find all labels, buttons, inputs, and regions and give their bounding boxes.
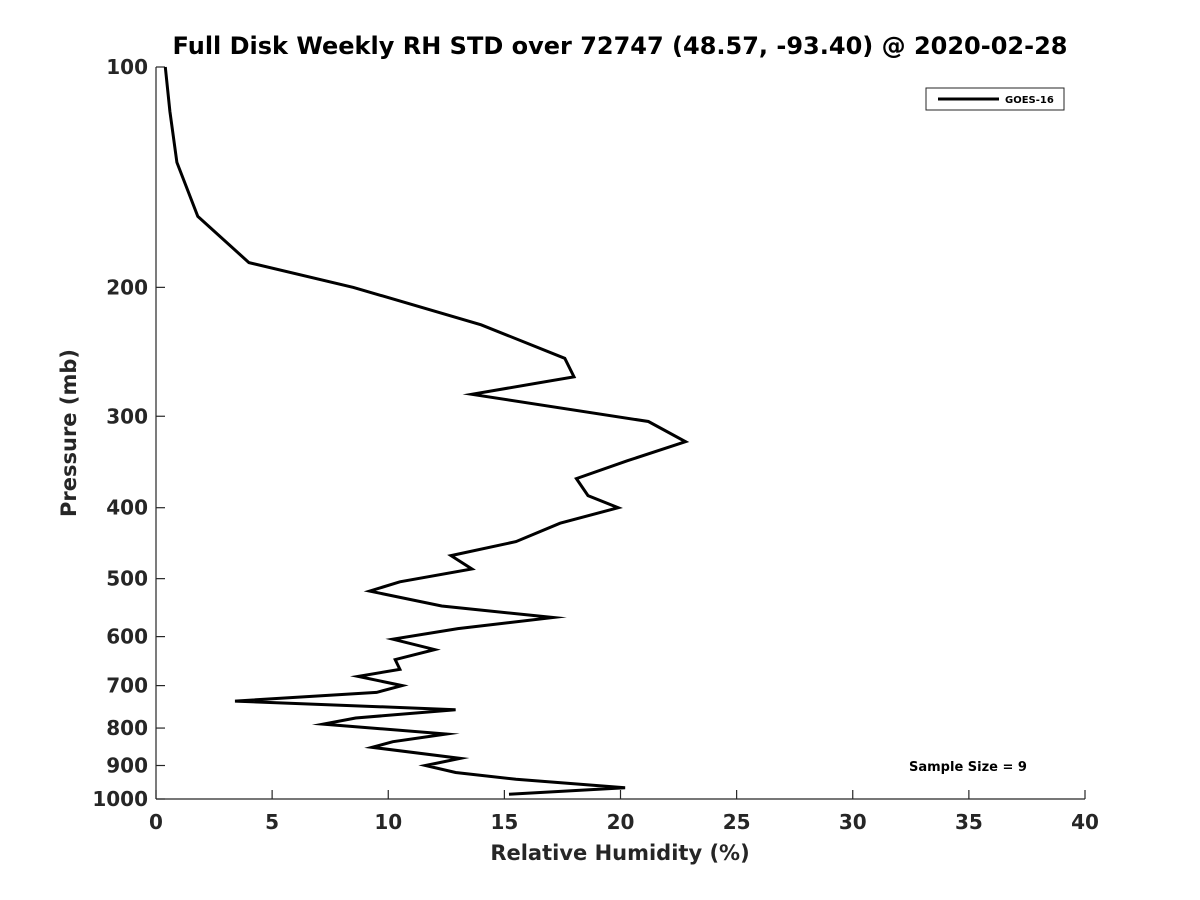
- y-tick-label-500: 500: [106, 567, 148, 591]
- y-tick-label-200: 200: [106, 275, 148, 299]
- y-tick-label-900: 900: [106, 754, 148, 778]
- sample-size-annotation: Sample Size = 9: [909, 760, 1027, 775]
- x-tick-label-35: 35: [955, 810, 983, 834]
- y-tick-label-100: 100: [106, 55, 148, 79]
- y-tick-label-700: 700: [106, 674, 148, 698]
- x-axis: 0 5 10 15 20 25 30 35 40: [149, 790, 1099, 834]
- y-tick-label-600: 600: [106, 625, 148, 649]
- plot-area: [156, 67, 1085, 799]
- y-tick-label-1000: 1000: [92, 787, 148, 811]
- y-axis-label: Pressure (mb): [57, 349, 81, 517]
- x-tick-label-20: 20: [607, 810, 635, 834]
- series-line-goes-16: [163, 66, 690, 796]
- x-axis-label: Relative Humidity (%): [490, 841, 749, 865]
- x-tick-label-40: 40: [1071, 810, 1099, 834]
- legend: GOES-16: [925, 87, 1065, 111]
- x-tick-label-25: 25: [723, 810, 751, 834]
- x-tick-label-5: 5: [265, 810, 279, 834]
- legend-label: GOES-16: [1005, 95, 1054, 106]
- x-tick-label-30: 30: [839, 810, 867, 834]
- y-axis: 100 200 300 400 500 600 700 800 900 1000: [92, 55, 165, 811]
- series-group: [163, 66, 690, 796]
- x-tick-label-15: 15: [490, 810, 518, 834]
- y-tick-label-400: 400: [106, 496, 148, 520]
- chart-title: Full Disk Weekly RH STD over 72747 (48.5…: [173, 32, 1068, 60]
- x-tick-label-0: 0: [149, 810, 163, 834]
- y-tick-label-300: 300: [106, 404, 148, 428]
- x-tick-label-10: 10: [374, 810, 402, 834]
- y-tick-label-800: 800: [106, 716, 148, 740]
